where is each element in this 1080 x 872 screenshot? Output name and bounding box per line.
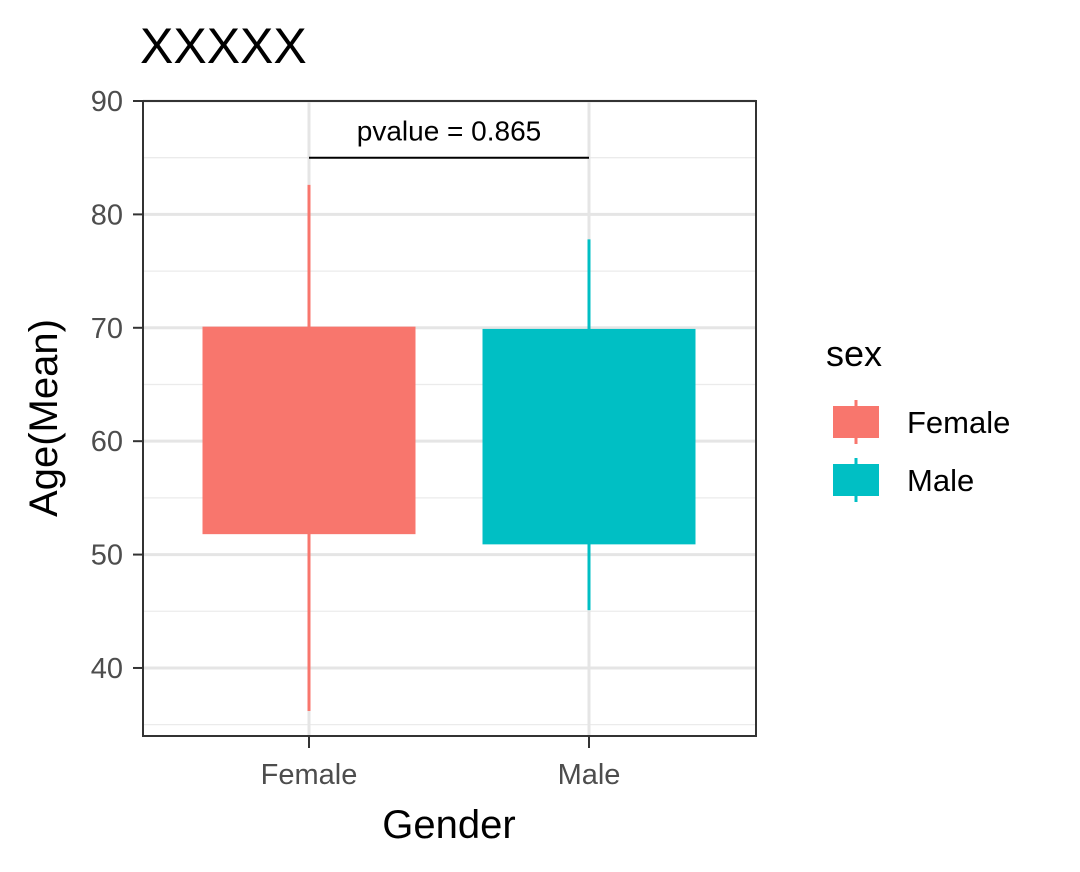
y-axis-title: Age(Mean) [22, 319, 66, 517]
y-tick-label: 90 [91, 86, 123, 118]
y-tick-label: 80 [91, 199, 123, 231]
legend-item-female: Female [833, 400, 1010, 444]
legend-title: sex [826, 333, 882, 374]
legend: sex Female Male [826, 333, 1010, 502]
bar-female [202, 326, 416, 535]
chart-title: XXXXX [140, 18, 307, 74]
y-tick-label: 50 [91, 540, 123, 572]
y-tick-label: 60 [91, 426, 123, 458]
x-tick-label: Male [558, 759, 621, 791]
bar-male [482, 328, 696, 545]
legend-items: Female Male [833, 400, 1010, 502]
legend-label: Female [907, 405, 1010, 440]
x-axis-title: Gender [382, 803, 515, 847]
legend-item-male: Male [833, 458, 974, 502]
pvalue-label: pvalue = 0.865 [357, 116, 542, 147]
x-axis: Female Male [261, 736, 621, 791]
y-tick-label: 70 [91, 313, 123, 345]
legend-label: Male [907, 463, 974, 498]
y-tick-label: 40 [91, 653, 123, 685]
bars [202, 326, 696, 545]
plot-panel-border [142, 100, 757, 737]
x-tick-label: Female [261, 759, 358, 791]
y-axis: 40 50 60 70 80 90 [91, 86, 143, 685]
pvalue-annotation: pvalue = 0.865 [309, 116, 589, 159]
